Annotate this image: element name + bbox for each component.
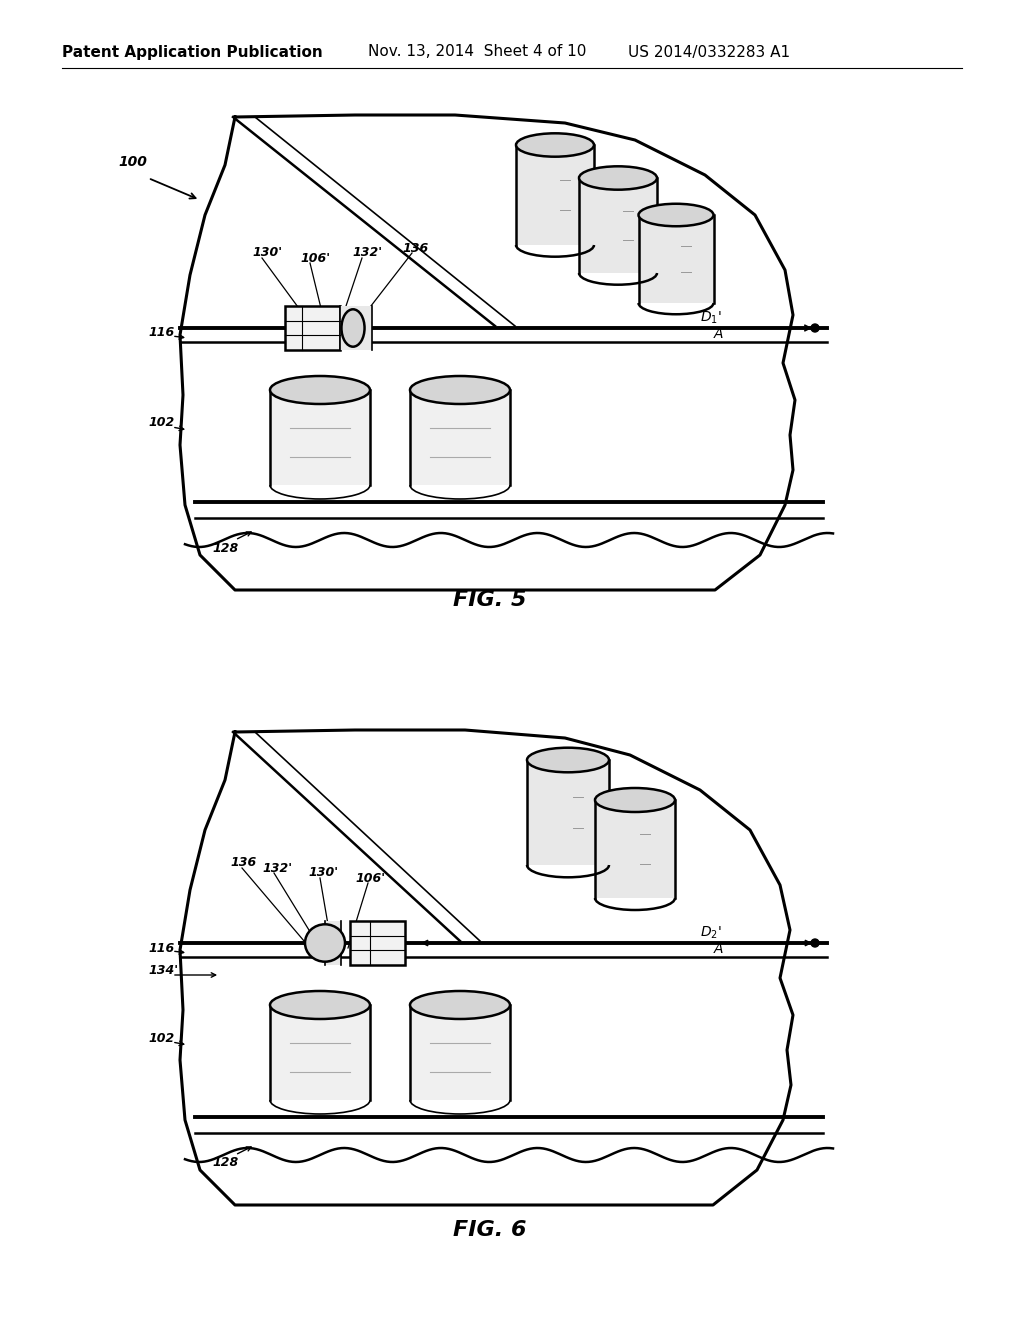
Bar — [270, 1005, 370, 1100]
Text: 116: 116 — [148, 326, 174, 339]
Bar — [325, 921, 341, 965]
Ellipse shape — [579, 166, 657, 190]
Bar — [516, 145, 594, 246]
Ellipse shape — [341, 309, 365, 347]
Bar — [410, 389, 510, 484]
Text: FIG. 5: FIG. 5 — [454, 590, 526, 610]
Bar — [527, 760, 609, 865]
Text: 130': 130' — [308, 866, 338, 879]
Ellipse shape — [410, 376, 510, 404]
Text: Nov. 13, 2014  Sheet 4 of 10: Nov. 13, 2014 Sheet 4 of 10 — [368, 45, 587, 59]
Text: 128: 128 — [212, 541, 239, 554]
Bar — [579, 178, 657, 273]
Ellipse shape — [305, 924, 345, 962]
Text: 136: 136 — [402, 242, 428, 255]
Bar — [285, 306, 340, 350]
Text: 128: 128 — [212, 1156, 239, 1170]
Text: $D_2$': $D_2$' — [700, 925, 722, 941]
Ellipse shape — [516, 133, 594, 157]
Text: Patent Application Publication: Patent Application Publication — [62, 45, 323, 59]
Bar — [270, 389, 370, 484]
Polygon shape — [180, 115, 795, 590]
Polygon shape — [180, 730, 793, 1205]
Text: US 2014/0332283 A1: US 2014/0332283 A1 — [628, 45, 791, 59]
Ellipse shape — [410, 991, 510, 1019]
Ellipse shape — [270, 376, 370, 404]
Bar — [410, 1005, 510, 1100]
Text: 130': 130' — [252, 247, 283, 260]
Text: 132': 132' — [352, 247, 382, 260]
Text: 100: 100 — [118, 154, 146, 169]
Bar — [340, 306, 372, 350]
Text: 102: 102 — [148, 417, 174, 429]
Text: 116: 116 — [148, 941, 174, 954]
Text: 136: 136 — [230, 857, 256, 870]
Circle shape — [811, 323, 819, 333]
Text: 132': 132' — [262, 862, 292, 874]
Text: 106': 106' — [300, 252, 330, 264]
Text: A: A — [714, 327, 724, 341]
Bar — [595, 800, 675, 898]
Bar — [639, 215, 714, 304]
Text: FIG. 6: FIG. 6 — [454, 1220, 526, 1239]
Ellipse shape — [639, 203, 714, 226]
Text: 106': 106' — [355, 871, 385, 884]
Text: 102: 102 — [148, 1031, 174, 1044]
Ellipse shape — [595, 788, 675, 812]
Text: $D_1$': $D_1$' — [700, 310, 722, 326]
Text: A: A — [714, 942, 724, 956]
Circle shape — [811, 939, 819, 946]
Ellipse shape — [270, 991, 370, 1019]
Ellipse shape — [527, 747, 609, 772]
Text: 134': 134' — [148, 964, 178, 977]
Bar — [350, 921, 406, 965]
